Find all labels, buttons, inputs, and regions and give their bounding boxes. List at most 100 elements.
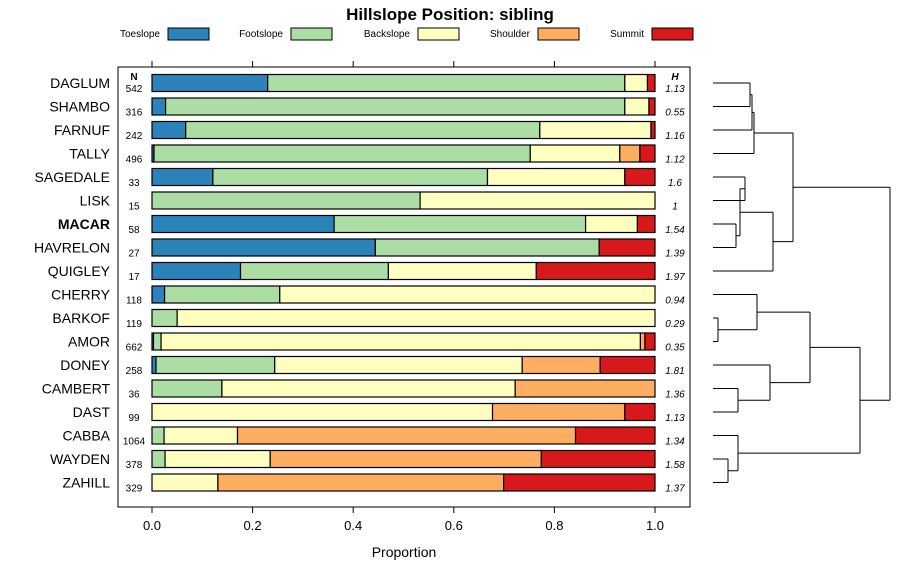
row-label-tally: TALLY xyxy=(69,146,110,162)
n-value-dast: 99 xyxy=(128,413,140,424)
bar-segment-macar-summit xyxy=(636,214,656,234)
bar-segment-amor-shoulder xyxy=(639,332,646,351)
row-label-daglum: DAGLUM xyxy=(50,75,110,91)
bar-segment-doney-footslope xyxy=(155,355,276,375)
row-cambert: CAMBERT 36 1.36 xyxy=(42,379,685,401)
bar-segment-tally-summit xyxy=(639,144,656,163)
h-value-cambert: 1.36 xyxy=(665,390,685,401)
h-value-barkof: 0.29 xyxy=(665,319,685,330)
bar-segment-sagedale-toeslope xyxy=(151,167,214,187)
legend-label-toeslope: Toeslope xyxy=(120,29,160,40)
h-value-amor: 0.35 xyxy=(665,343,685,354)
n-column-header: N xyxy=(130,72,137,83)
bar-segment-sagedale-summit xyxy=(624,167,656,187)
bar-segment-macar-toeslope xyxy=(151,214,335,234)
bar-segment-dast-summit xyxy=(624,402,656,422)
n-value-sagedale: 33 xyxy=(128,178,140,189)
bar-segment-amor-backslope xyxy=(160,332,642,351)
h-value-cherry: 0.94 xyxy=(665,296,685,307)
bar-segment-barkof-footslope xyxy=(151,308,178,328)
bar-segment-cambert-shoulder xyxy=(514,379,656,398)
bar-segment-shambo-backslope xyxy=(624,97,650,116)
bar-segment-farnuf-footslope xyxy=(185,120,541,140)
n-value-daglum: 542 xyxy=(126,84,143,95)
row-label-lisk: LISK xyxy=(80,193,111,209)
row-label-sagedale: SAGEDALE xyxy=(35,169,110,185)
h-value-lisk: 1 xyxy=(672,202,678,213)
row-shambo: SHAMBO 316 0.55 xyxy=(49,97,685,119)
bar-segment-daglum-footslope xyxy=(267,73,626,93)
bar-segment-zahill-backslope xyxy=(151,473,219,492)
bar-segment-havrelon-summit xyxy=(598,238,656,257)
bar-segment-havrelon-footslope xyxy=(374,238,600,257)
bar-segment-tally-footslope xyxy=(153,144,531,163)
bar-segment-farnuf-toeslope xyxy=(151,120,187,140)
x-tick-label-5: 1.0 xyxy=(646,518,664,533)
bar-segment-doney-backslope xyxy=(274,355,523,375)
bar-segment-macar-footslope xyxy=(333,214,587,234)
bar-segment-daglum-backslope xyxy=(624,73,649,93)
row-label-cabba: CABBA xyxy=(63,428,111,444)
row-label-zahill: ZAHILL xyxy=(63,475,111,491)
bar-segment-quigley-toeslope xyxy=(151,261,242,281)
n-value-tally: 496 xyxy=(126,155,143,166)
h-value-sagedale: 1.6 xyxy=(668,178,682,189)
bar-segment-quigley-footslope xyxy=(239,261,390,281)
bar-segment-havrelon-toeslope xyxy=(151,238,376,257)
dendrogram xyxy=(713,82,891,483)
bar-segment-doney-shoulder xyxy=(521,355,601,375)
bar-segment-cabba-shoulder xyxy=(236,426,577,445)
n-value-farnuf: 242 xyxy=(126,131,143,142)
legend-label-backslope: Backslope xyxy=(364,29,411,40)
row-tally: TALLY 496 1.12 xyxy=(69,144,685,166)
row-zahill: ZAHILL 329 1.37 xyxy=(63,473,685,495)
bar-segment-zahill-shoulder xyxy=(217,473,505,492)
x-axis: 0.0 0.2 0.4 0.6 0.8 1.0 xyxy=(143,61,664,533)
row-label-quigley: QUIGLEY xyxy=(48,263,111,279)
bar-segment-cherry-backslope xyxy=(279,285,656,304)
h-value-daglum: 1.13 xyxy=(665,84,685,95)
x-tick-label-2: 0.4 xyxy=(344,518,362,533)
bar-segment-wayden-backslope xyxy=(164,449,271,469)
bar-segment-macar-backslope xyxy=(584,214,638,234)
n-value-cherry: 118 xyxy=(126,296,142,307)
bar-segment-cherry-footslope xyxy=(163,285,281,304)
row-label-barkof: BARKOF xyxy=(52,310,110,326)
legend-swatch-summit xyxy=(651,27,694,41)
n-value-zahill: 329 xyxy=(126,484,143,495)
bar-segment-zahill-summit xyxy=(502,473,656,492)
bar-segment-cabba-footslope xyxy=(151,426,165,445)
bar-segment-cherry-toeslope xyxy=(151,285,166,304)
bar-segment-farnuf-summit xyxy=(650,120,656,140)
bar-segment-tally-backslope xyxy=(529,144,621,163)
x-tick-label-1: 0.2 xyxy=(244,518,262,533)
n-value-macar: 58 xyxy=(128,225,140,236)
h-value-wayden: 1.58 xyxy=(665,460,685,471)
n-value-shambo: 316 xyxy=(126,108,143,119)
n-value-barkof: 119 xyxy=(126,319,142,330)
row-lisk: LISK 15 1 xyxy=(80,191,678,213)
bar-segment-lisk-backslope xyxy=(419,191,656,210)
legend-label-footslope: Footslope xyxy=(239,29,283,40)
legend-swatch-footslope xyxy=(290,27,333,41)
x-axis-title: Proportion xyxy=(372,544,437,560)
bar-segment-wayden-summit xyxy=(540,449,656,469)
row-label-farnuf: FARNUF xyxy=(54,122,110,138)
bar-segment-dast-backslope xyxy=(151,402,494,422)
bar-segment-wayden-footslope xyxy=(151,449,166,469)
x-tick-label-3: 0.6 xyxy=(445,518,463,533)
n-value-quigley: 17 xyxy=(128,272,140,283)
bar-segment-doney-summit xyxy=(599,355,656,375)
legend-swatch-toeslope xyxy=(167,27,210,41)
row-macar: MACAR 58 1.54 xyxy=(58,214,685,236)
h-value-macar: 1.54 xyxy=(665,225,685,236)
legend-label-shoulder: Shoulder xyxy=(490,29,531,40)
n-value-lisk: 15 xyxy=(128,202,140,213)
legend: Toeslope Footslope Backslope Shoulder Summit xyxy=(120,27,694,41)
legend-swatch-backslope xyxy=(417,27,460,41)
h-column-header: H xyxy=(671,72,679,83)
row-barkof: BARKOF 119 0.29 xyxy=(52,308,685,330)
bar-segment-amor-summit xyxy=(644,332,656,351)
row-farnuf: FARNUF 242 1.16 xyxy=(54,120,685,142)
